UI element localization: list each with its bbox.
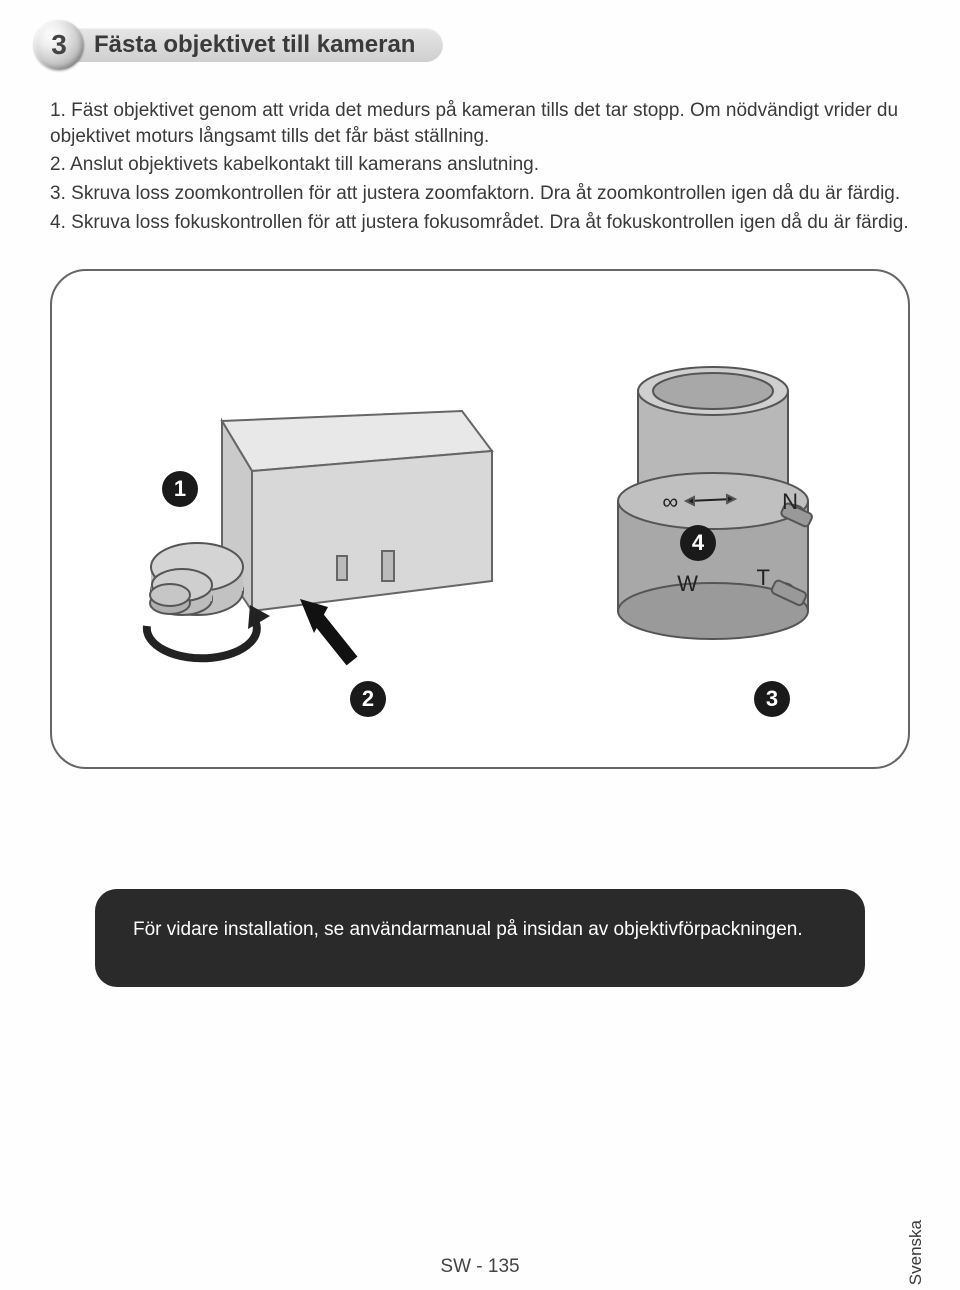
instruction-num: 3. — [50, 183, 66, 204]
step-title: Fästa objektivet till kameran — [94, 31, 415, 59]
step-title-pill: Fästa objektivet till kameran — [60, 28, 443, 62]
instruction-text: Fäst objektivet genom att vrida det medu… — [50, 100, 898, 147]
instruction-num: 4. — [50, 212, 66, 233]
instruction-num: 1. — [50, 100, 66, 121]
lens-label-tele: T — [757, 565, 770, 591]
callout-2: 2 — [350, 681, 386, 717]
callout-4: 4 — [680, 525, 716, 561]
lens-label-wide: W — [677, 571, 698, 597]
instruction-text: Skruva loss zoomkontrollen för att juste… — [71, 183, 900, 204]
instruction-text: Skruva loss fokuskontrollen för att just… — [71, 212, 908, 233]
instruction-item: 3. Skruva loss zoomkontrollen för att ju… — [50, 181, 920, 207]
note-box: För vidare installation, se användarmanu… — [95, 889, 865, 987]
instruction-item: 2. Anslut objektivets kabelkontakt till … — [50, 152, 920, 178]
lens-label-infinity: ∞ — [662, 489, 678, 515]
step-header: 3 Fästa objektivet till kameran — [40, 20, 920, 70]
camera-illustration — [82, 381, 512, 701]
instruction-list: 1. Fäst objektivet genom att vrida det m… — [40, 98, 920, 235]
step-number-badge: 3 — [34, 20, 84, 70]
note-text: För vidare installation, se användarmanu… — [133, 919, 803, 940]
lens-illustration — [568, 351, 848, 691]
callout-1: 1 — [162, 471, 198, 507]
instruction-item: 1. Fäst objektivet genom att vrida det m… — [50, 98, 920, 149]
step-number: 3 — [51, 29, 67, 61]
lens-label-near: N — [782, 489, 798, 515]
instruction-num: 2. — [50, 154, 66, 175]
callout-3: 3 — [754, 681, 790, 717]
language-tab: Svenska — [906, 1220, 926, 1285]
instruction-item: 4. Skruva loss fokuskontrollen för att j… — [50, 210, 920, 236]
page-number: SW - 135 — [0, 1256, 960, 1278]
diagram-frame: ∞ N W T 1 2 3 4 — [50, 269, 910, 769]
instruction-text: Anslut objektivets kabelkontakt till kam… — [70, 154, 539, 175]
